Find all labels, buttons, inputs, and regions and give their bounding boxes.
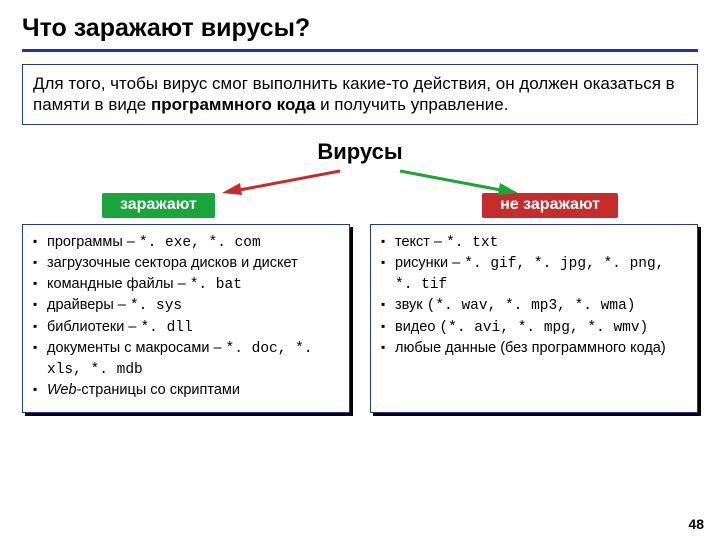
tag-infect: заражают — [102, 193, 215, 218]
arrow-right-icon — [398, 169, 518, 195]
list-item: программы – *. exe, *. com — [33, 233, 339, 254]
center-label: Вирусы — [22, 139, 698, 165]
right-box: текст – *. txtрисунки – *. gif, *. jpg, … — [370, 224, 698, 414]
left-box: программы – *. exe, *. comзагрузочные се… — [22, 224, 350, 414]
list-item: библиотеки – *. dll — [33, 318, 339, 339]
intro-bold: программного кода — [151, 95, 315, 114]
list-item: документы с макросами – *. doc, *. xls, … — [33, 339, 339, 380]
content-row: программы – *. exe, *. comзагрузочные се… — [22, 224, 698, 414]
arrow-left-icon — [222, 169, 342, 195]
slide-title: Что заражают вирусы? — [22, 14, 698, 52]
intro-box: Для того, чтобы вирус смог выполнить как… — [22, 64, 698, 125]
list-item: Web-страницы со скриптами — [33, 381, 339, 401]
tag-row: заражают не заражают — [22, 193, 698, 218]
list-item: драйверы – *. sys — [33, 296, 339, 317]
tag-not-infect: не заражают — [482, 193, 618, 218]
right-list: текст – *. txtрисунки – *. gif, *. jpg, … — [381, 233, 687, 359]
arrow-row — [22, 169, 698, 195]
left-list: программы – *. exe, *. comзагрузочные се… — [33, 233, 339, 402]
list-item: рисунки – *. gif, *. jpg, *. png, *. tif — [381, 254, 687, 295]
page-number: 48 — [688, 516, 704, 532]
list-item: загрузочные сектора дисков и дискет — [33, 254, 339, 274]
list-item: командные файлы – *. bat — [33, 275, 339, 296]
list-item: любые данные (без программного кода) — [381, 339, 687, 359]
list-item: видео (*. avi, *. mpg, *. wmv) — [381, 318, 687, 339]
list-item: звук (*. wav, *. mp3, *. wma) — [381, 296, 687, 317]
list-item: текст – *. txt — [381, 233, 687, 254]
intro-text-2: и получить управление. — [315, 95, 508, 114]
